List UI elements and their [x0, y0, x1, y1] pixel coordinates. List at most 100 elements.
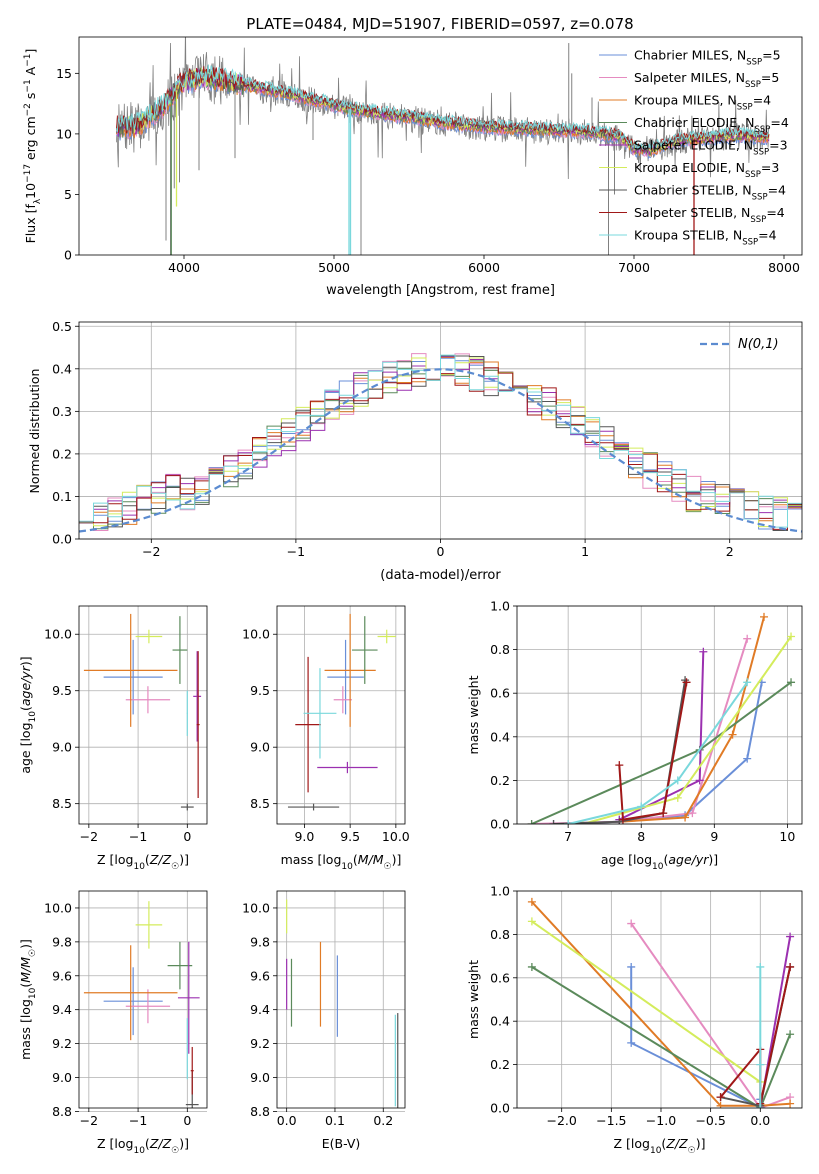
plot-area — [83, 613, 202, 811]
mw-marker-ss — [682, 678, 691, 687]
y-tick-label: 0.8 — [490, 642, 510, 657]
legend-label-ss: Salpeter STELIB, NSSP=4 — [634, 205, 785, 225]
mw-marker-ss — [659, 809, 668, 818]
panel-mass_Z: −2 −1 0 8.8 9.0 9.2 9.4 9.6 9.8 10.0 Z [log10(Z/Z☉… — [18, 890, 208, 1156]
x-tick-label: −2 — [142, 544, 160, 559]
axes-frame — [276, 890, 406, 1109]
y-tick-label: 9.0 — [250, 740, 270, 755]
x-axis-label: mass [log10(M/M☉)] — [281, 852, 402, 872]
x-tick-label: 0.1 — [325, 1113, 345, 1128]
panel-mw_Z: −2.0 −1.5 −1.0 −0.5 0.0 0.0 0.2 0.4 0.6 0.8 1.0 Z [… — [466, 884, 803, 1156]
y-tick-label: 9.0 — [52, 1070, 72, 1085]
y-tick-label: 10.0 — [44, 900, 72, 915]
x-axis-label: Z [log10(Z/Z☉)] — [614, 1136, 706, 1156]
plot-area — [79, 353, 802, 533]
y-tick-label: 0.6 — [490, 686, 510, 701]
y-tick-label: 0.1 — [52, 489, 72, 504]
mw-marker-ss — [615, 761, 624, 770]
mw-marker-ce — [527, 962, 536, 971]
x-axis-label: age [log10(age/yr)] — [601, 852, 718, 872]
x-tick-label: 4000 — [168, 260, 200, 275]
x-axis-label: (data-model)/error — [380, 568, 501, 583]
y-tick-label: 0.2 — [490, 1057, 510, 1072]
panel-spectrum: 4000 5000 6000 7000 8000 0 5 10 15 wavelength [An… — [23, 36, 803, 298]
mw-marker-ke — [673, 793, 682, 802]
x-tick-label: −1 — [287, 544, 305, 559]
x-tick-label: 2 — [726, 544, 734, 559]
mw-marker-se — [699, 647, 708, 656]
axes-frame — [78, 890, 208, 1109]
mw-marker-ks — [673, 776, 682, 785]
plot-area — [287, 613, 396, 811]
x-tick-label: 0 — [183, 1113, 191, 1128]
x-tick-label: 7000 — [618, 260, 650, 275]
legend-label-cm: Chabrier MILES, NSSP=5 — [634, 48, 781, 68]
x-tick-label: −1 — [129, 829, 147, 844]
y-tick-label: 0.0 — [490, 1101, 510, 1116]
mw-marker-km — [527, 897, 536, 906]
axes-frame — [78, 605, 208, 825]
plot-area — [286, 899, 399, 1108]
x-tick-label: 7 — [564, 829, 572, 844]
y-tick-label: 0.0 — [490, 817, 510, 832]
mw-marker-ks — [743, 678, 752, 687]
legend-label-ce: Chabrier ELODIE, NSSP=4 — [634, 115, 789, 135]
panel-mw_age: 7 8 9 10 0.0 0.2 0.4 0.6 0.8 1.0 age [log10(age/yr… — [466, 599, 803, 872]
x-tick-label: 0.0 — [277, 1113, 297, 1128]
panel-residuals: −2 −1 0 1 2 0.0 0.1 0.2 0.3 0.4 0.5 N(0,1) (data-mod… — [27, 319, 803, 583]
y-tick-label: 1.0 — [490, 599, 510, 614]
axes-frame — [78, 36, 803, 256]
x-tick-label: 0 — [437, 544, 445, 559]
gauss-legend-label: N(0,1) — [738, 337, 779, 352]
mw-marker-ce — [527, 820, 536, 824]
mw-marker-sm — [743, 634, 752, 643]
mw-marker-cm — [743, 754, 752, 763]
mw-marker-ks — [756, 1104, 765, 1108]
mw-marker-ce — [786, 1030, 795, 1039]
y-tick-label: 0.2 — [52, 446, 72, 461]
y-axis-label: Normed distribution — [27, 369, 42, 494]
mw-line-ke — [531, 920, 761, 1083]
mw-marker-ks — [756, 1060, 765, 1069]
mw-marker-ks — [564, 820, 573, 824]
y-tick-label: 8.8 — [250, 1104, 270, 1119]
gaussian-curve — [79, 368, 802, 533]
x-axis-label: E(B-V) — [322, 1136, 361, 1151]
x-tick-label: 0.0 — [750, 1113, 770, 1128]
axes-frame — [516, 605, 803, 825]
legend-label-km: Kroupa MILES, NSSP=4 — [634, 93, 771, 113]
mw-marker-km — [760, 612, 768, 621]
mw-marker-sm — [688, 809, 697, 818]
y-tick-label: 0.0 — [52, 532, 72, 547]
legend-label-ke: Kroupa ELODIE, NSSP=3 — [634, 160, 779, 180]
y-tick-label: 9.0 — [250, 1070, 270, 1085]
y-tick-label: 0.4 — [490, 1014, 510, 1029]
x-axis-label: Z [log10(Z/Z☉)] — [97, 1136, 189, 1156]
mw-marker-cm — [627, 1038, 636, 1047]
y-tick-label: 8.5 — [52, 796, 72, 811]
mw-marker-ke — [787, 632, 796, 641]
mw-marker-ks — [637, 802, 646, 811]
mw-line-ks — [567, 681, 749, 824]
y-tick-label: 0.4 — [490, 729, 510, 744]
legend-label-cs: Chabrier STELIB, NSSP=4 — [634, 183, 786, 203]
axes-frame — [276, 605, 406, 825]
panel-age_mass: 9.0 9.5 10.0 8.5 9.0 9.5 10.0 mass [log10(M/M☉)… — [242, 605, 410, 872]
mw-marker-cs — [549, 820, 558, 824]
y-tick-label: 8.5 — [250, 796, 270, 811]
model-ss — [116, 66, 770, 152]
x-tick-label: −1.5 — [596, 1113, 626, 1128]
mw-marker-ks — [756, 962, 765, 971]
x-tick-label: 0.2 — [373, 1113, 393, 1128]
mw-line-ce — [531, 966, 792, 1108]
x-tick-label: 9.5 — [340, 829, 360, 844]
y-tick-label: 9.8 — [52, 934, 72, 949]
x-tick-label: 1 — [581, 544, 589, 559]
mw-line-ss — [618, 682, 688, 821]
y-tick-label: 5 — [64, 187, 72, 202]
x-tick-label: 10.0 — [382, 829, 410, 844]
y-tick-label: 9.2 — [52, 1036, 72, 1051]
mw-marker-ss — [618, 815, 627, 824]
panel-ebv: 0.0 0.1 0.2 8.8 9.0 9.2 9.4 9.6 9.8 10.0 E(B-V) — [242, 890, 406, 1151]
y-tick-label: 10.0 — [44, 627, 72, 642]
